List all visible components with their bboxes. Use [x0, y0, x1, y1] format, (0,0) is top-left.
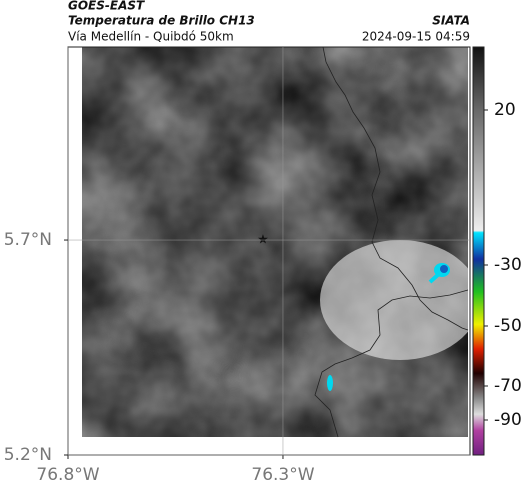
border	[322, 46, 469, 331]
colorbar-label: -70	[494, 376, 522, 396]
colorbar-label: -90	[494, 410, 522, 430]
brand: SIATA	[432, 14, 470, 28]
source: GOES-EAST	[68, 0, 145, 13]
y-tick-label: 5.7°N	[4, 230, 52, 250]
datetime: 2024-09-15 04:59	[362, 30, 470, 44]
colorbar-label: -50	[494, 316, 522, 336]
border	[314, 289, 469, 438]
subtitle: Vía Medellín - Quibdó 50km	[68, 30, 234, 44]
x-tick-label: 76.3°W	[251, 465, 314, 485]
colorbar	[472, 46, 485, 456]
x-tick-label: 76.8°W	[36, 465, 99, 485]
colorbar-label: 20	[494, 100, 516, 120]
y-tick-label: 5.2°N	[4, 445, 52, 465]
colorbar-label: -30	[494, 255, 522, 275]
satellite-image	[82, 47, 468, 437]
title: Temperatura de Brillo CH13	[68, 14, 255, 28]
